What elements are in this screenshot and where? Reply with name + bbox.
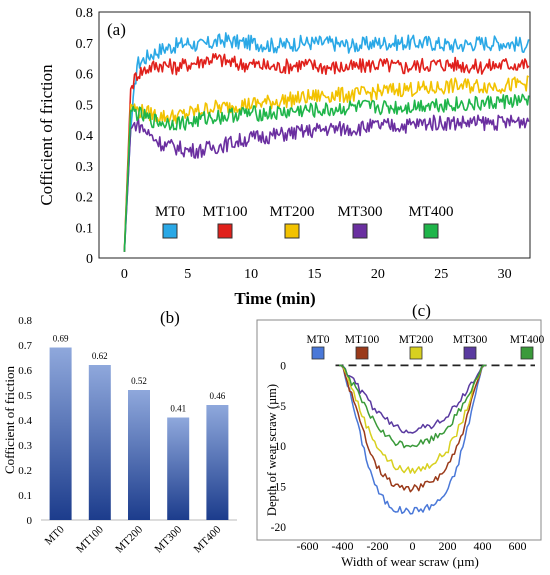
legend-swatch-c-mt200 [409,346,423,360]
plot-frame-c [256,319,542,541]
legend-label-c-mt300: MT300 [453,334,488,346]
series-line-mt100 [123,53,530,252]
series-line-mt300 [123,114,530,252]
panel-b-label: (b) [160,308,180,327]
y-tick-label-a: 0.1 [76,221,94,236]
y-tick-label-b: 0.7 [18,340,32,352]
bar-mt100 [88,365,111,520]
legend-swatch-c-mt0 [311,346,325,360]
y-tick-label-c: -10 [271,441,287,453]
x-axis-title-c: Width of wear scraw (µm) [341,554,479,569]
panel-b-bar-chart: (b) 0 0.1 0.2 0.3 0.4 0.5 0.6 0.7 0.8 0.69 0.62 0.… [2,308,237,555]
legend-swatch-mt200 [284,223,300,239]
profile-line-mt400 [339,364,486,449]
x-tick-label-a: 5 [184,267,191,282]
legend-label-c-mt400: MT400 [510,334,545,346]
data-label-mt100: 0.62 [92,351,108,361]
legend-label-mt200: MT200 [270,204,315,220]
legend-swatch-mt400 [423,223,439,239]
y-tick-label-b: 0.6 [18,365,32,377]
x-tick-label-b: MT0 [43,523,67,547]
bar-mt400 [206,405,229,520]
x-tick-label-b: MT300 [153,523,185,555]
legend-label-mt400: MT400 [409,204,454,220]
y-tick-label-b: 0.8 [18,315,32,327]
y-tick-label-b: 0 [27,515,33,527]
x-tick-label-a: 20 [371,267,385,282]
panel-c-line-chart: (c) 0-5-10-15-20 -600 -400 -200 0 200 400 600 … [256,301,545,569]
panel-a-label: (a) [107,20,126,39]
y-tick-label-c: -5 [276,401,286,413]
legend-label-mt0: MT0 [155,204,185,220]
series-line-mt400 [123,93,530,252]
legend-label-c-mt200: MT200 [399,334,434,346]
x-tick-label-c: 0 [410,539,416,553]
x-tick-label-c: 200 [439,539,457,553]
legend-swatch-mt100 [217,223,233,239]
y-axis-title-c: Depth of wear scraw (µm) [265,384,279,516]
legend-label-mt100: MT100 [203,204,248,220]
series-line-mt200 [123,75,530,252]
x-tick-label-a: 0 [121,267,128,282]
panel-a-line-chart: (a) 0 0.1 0.2 0.3 0.4 0.5 0.6 0.7 0.8 0 5 10 15 20 25… [37,6,531,308]
x-tick-label-c: -400 [332,539,354,553]
x-tick-label-b: MT100 [74,523,106,555]
data-label-mt200: 0.52 [131,376,147,386]
y-tick-label-c: -15 [271,482,287,494]
y-tick-label-b: 0.4 [18,415,32,427]
bar-mt300 [167,417,190,520]
profile-line-mt0 [339,364,486,515]
y-tick-label-a: 0.7 [76,37,94,52]
legend-label-c-mt0: MT0 [307,334,330,346]
y-tick-label-b: 0.2 [18,465,32,477]
y-tick-label-a: 0.5 [76,98,94,113]
series-line-mt0 [123,32,530,252]
x-tick-label-b: MT200 [113,523,145,555]
legend-swatch-c-mt100 [355,346,369,360]
legend-swatch-mt0 [162,223,178,239]
x-tick-label-b: MT400 [192,523,224,555]
x-tick-label-c: -600 [297,539,319,553]
x-tick-label-a: 25 [434,267,448,282]
x-tick-label-a: 15 [308,267,322,282]
bar-mt0 [49,347,72,520]
y-tick-label-a: 0.2 [76,191,94,206]
y-tick-label-c: -20 [271,522,287,534]
y-tick-label-b: 0.5 [18,390,32,402]
y-tick-label-c: 0 [280,360,286,372]
y-tick-label-a: 0.4 [76,129,94,144]
bar-mt200 [128,390,150,520]
legend-label-c-mt100: MT100 [345,334,380,346]
profile-line-mt200 [339,364,486,474]
x-axis-title-a: Time (min) [234,289,315,308]
profile-line-mt100 [339,364,486,493]
legend-swatch-c-mt400 [520,346,534,360]
data-label-mt300: 0.41 [170,404,186,414]
panel-c-label: (c) [412,301,431,320]
y-tick-label-a: 0.8 [76,6,94,21]
x-tick-label-c: -200 [367,539,389,553]
legend-swatch-mt300 [352,223,368,239]
y-tick-label-b: 0.3 [18,440,32,452]
y-axis-title-b: Cofficient of friction [2,365,17,474]
y-tick-label-b: 0.1 [18,490,32,502]
data-label-mt400: 0.46 [210,391,226,401]
y-axis-title-a: Cofficient of friction [37,64,56,206]
y-tick-label-a: 0 [86,252,93,267]
data-label-mt0: 0.69 [53,334,69,344]
y-tick-label-a: 0.3 [76,160,94,175]
plot-frame-a [98,11,531,259]
x-tick-label-a: 30 [498,267,512,282]
legend-label-mt300: MT300 [338,204,383,220]
legend-swatch-c-mt300 [463,346,477,360]
x-tick-label-a: 10 [244,267,258,282]
x-tick-label-c: 600 [509,539,527,553]
x-tick-label-c: 400 [474,539,492,553]
y-tick-label-a: 0.6 [76,68,94,83]
profile-line-mt300 [339,364,486,434]
